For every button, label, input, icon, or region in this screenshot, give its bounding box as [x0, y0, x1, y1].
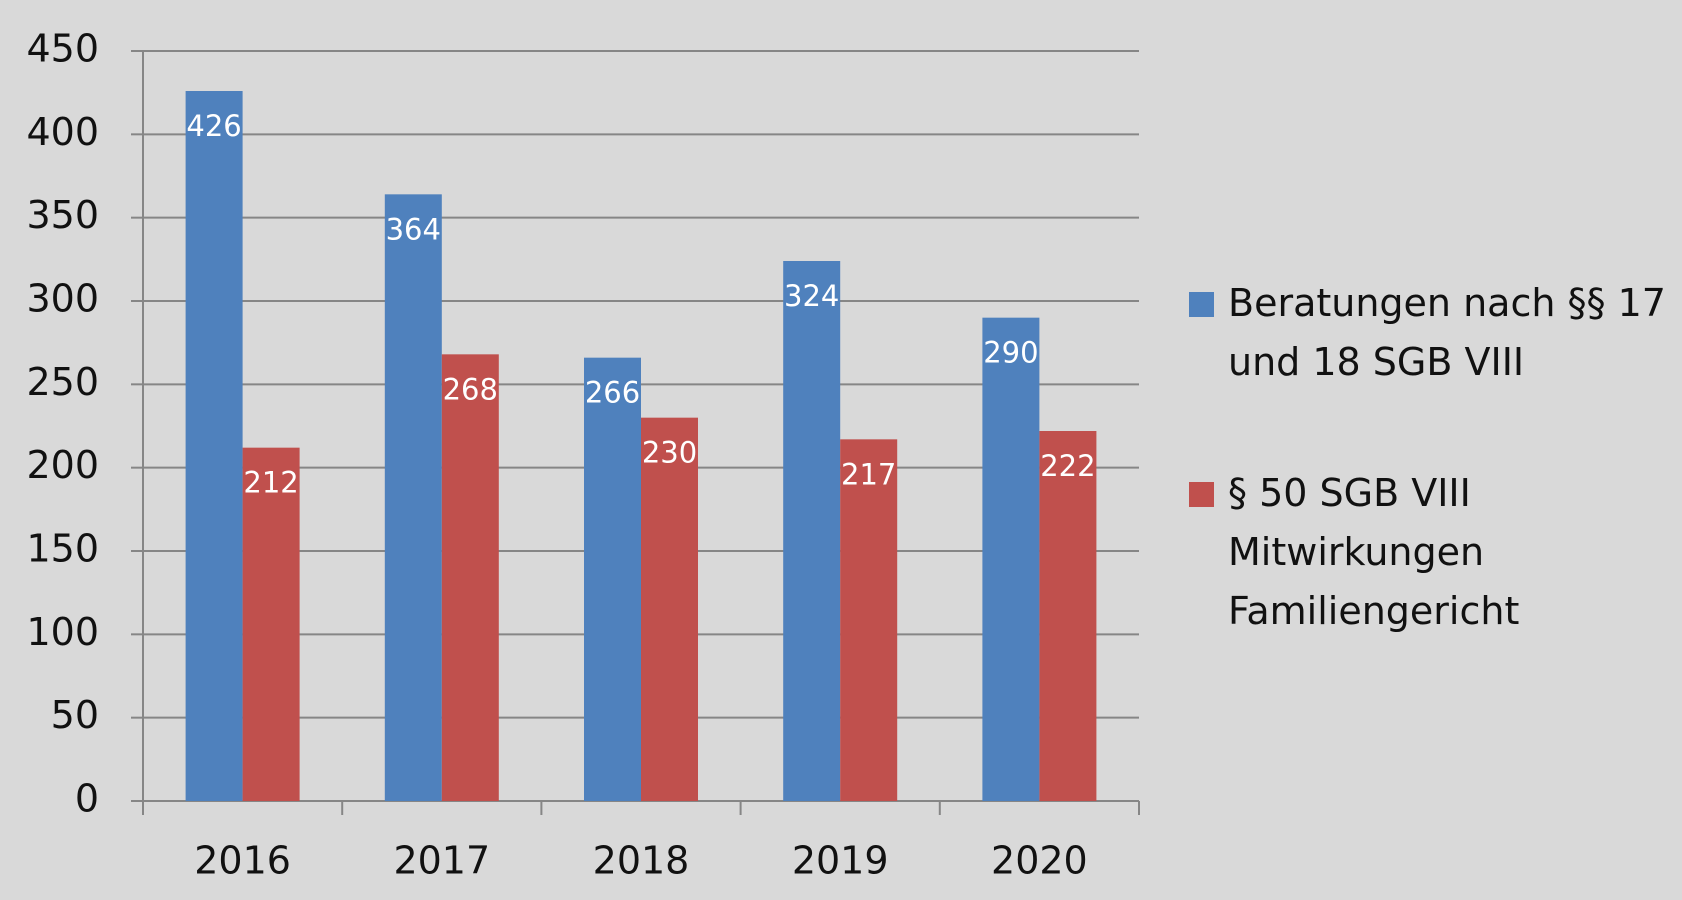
y-tick-label: 0 — [75, 777, 99, 821]
value-label: 266 — [585, 376, 640, 410]
x-tick-label: 2017 — [393, 839, 490, 883]
value-label: 290 — [983, 336, 1038, 370]
value-label: 268 — [443, 372, 498, 406]
bar — [840, 439, 898, 801]
legend-swatch — [1189, 292, 1214, 317]
legend-label: § 50 SGB VIII Mitwirkungen Familiengeric… — [1228, 471, 1520, 633]
bar — [384, 194, 442, 802]
value-label: 217 — [841, 457, 896, 491]
bar — [982, 317, 1040, 801]
legend-swatch — [1189, 482, 1214, 507]
y-tick-label: 150 — [26, 527, 99, 571]
x-tick-label: 2018 — [593, 839, 690, 883]
value-label: 222 — [1040, 449, 1095, 483]
y-tick-label: 400 — [26, 110, 99, 154]
x-tick-label: 2020 — [991, 839, 1088, 883]
value-label: 426 — [186, 109, 241, 143]
x-tick-label: 2019 — [792, 839, 889, 883]
bar — [1039, 431, 1097, 801]
value-label: 230 — [642, 436, 697, 470]
legend-label: Beratungen nach §§ 17 und 18 SGB VIII — [1228, 281, 1666, 384]
bar — [185, 91, 243, 801]
y-tick-label: 250 — [26, 360, 99, 404]
value-label: 324 — [784, 279, 839, 313]
y-tick-label: 50 — [51, 693, 99, 737]
bar — [783, 261, 841, 801]
value-label: 364 — [386, 212, 441, 246]
legend-item: § 50 SGB VIII Mitwirkungen Familiengeric… — [1189, 471, 1682, 641]
bar — [242, 447, 300, 801]
y-tick-label: 450 — [26, 27, 99, 71]
legend-item: Beratungen nach §§ 17 und 18 SGB VIII — [1189, 281, 1682, 392]
y-tick-label: 350 — [26, 193, 99, 237]
bar — [441, 354, 499, 801]
y-tick-label: 300 — [26, 277, 99, 321]
value-label: 212 — [243, 466, 298, 500]
y-tick-label: 200 — [26, 443, 99, 487]
y-tick-label: 100 — [26, 610, 99, 654]
bar — [584, 357, 641, 801]
bar — [641, 417, 698, 801]
x-tick-label: 2016 — [194, 839, 291, 883]
